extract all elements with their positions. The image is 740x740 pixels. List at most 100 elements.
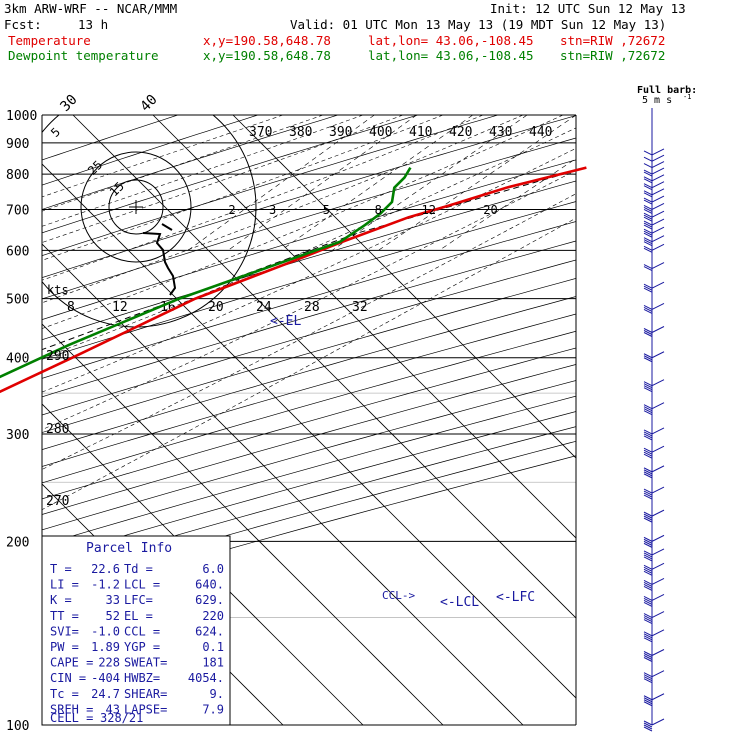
wind-barb-flag [643, 517, 653, 523]
temperature-latlon: lat,lon= 43.06,-108.45 [368, 33, 534, 48]
mixing-ratio-label: 8 [375, 203, 382, 217]
wind-barb-flag [643, 387, 653, 393]
wind-barb-staff [651, 534, 665, 542]
wind-barb [643, 210, 665, 222]
wind-barb-flag [643, 330, 653, 335]
wind-barb-flag [643, 570, 653, 576]
wind-barb-staff [651, 203, 665, 210]
parcel-info-key: CIN = [50, 671, 86, 685]
annotations: <-EL <-LCL <-LFC CCL-> [270, 314, 535, 610]
wind-barb-flag [643, 494, 653, 500]
wind-barb-flag [643, 600, 653, 605]
wind-barb [643, 577, 665, 591]
dry-adiabat [42, 330, 576, 484]
wind-barb-staff [651, 577, 665, 585]
wind-barb [643, 670, 665, 684]
wind-barb-staff [651, 718, 665, 726]
mixing-ratio-line [280, 115, 473, 251]
hodograph-ring-label: 25 [85, 158, 105, 178]
wind-barb-flag [643, 178, 653, 184]
mixing-ratio-line [227, 115, 417, 251]
mixing-ratio-label: 3 [269, 203, 276, 217]
speed-scale-label: 32 [352, 300, 368, 315]
wind-barb-staff [651, 509, 665, 517]
parcel-info-key: LFC= [124, 593, 153, 607]
parcel-info-key: K = [50, 593, 72, 607]
theta-side-label: 290 [46, 349, 69, 364]
wind-barb-flag [643, 566, 653, 572]
wind-barb [643, 649, 665, 662]
hodograph-trace [142, 223, 177, 296]
wind-barb-flag [643, 406, 653, 412]
pressure-label-200: 200 [6, 535, 29, 550]
wind-barb-flag [643, 185, 653, 191]
wind-barb-flag [643, 720, 653, 726]
wind-barb-staff [651, 218, 665, 226]
wind-barb-staff [651, 379, 665, 387]
hodograph-ring-label: 5 [48, 125, 63, 140]
dewpoint-xy: x,y=190.58,648.78 [203, 48, 331, 63]
isotherm-line [42, 323, 444, 725]
wind-barb-flag [643, 674, 653, 680]
wind-barb-flag [643, 678, 653, 684]
wind-barb-flag [643, 631, 653, 637]
wind-barb-flag [643, 212, 653, 218]
wind-barb-flag [643, 214, 653, 220]
mixing-ratio-line [378, 115, 576, 251]
dewpoint-latlon: lat,lon= 43.06,-108.45 [368, 48, 534, 63]
wind-barb-flag [643, 564, 653, 570]
parcel-info-key: SREH = [50, 702, 93, 716]
theta-label: 380 [289, 125, 312, 140]
wind-barb-staff [651, 210, 665, 218]
parcel-info-value: 181 [202, 656, 224, 670]
wind-barb-flag [643, 408, 653, 414]
wind-barb-flag [643, 552, 653, 558]
wind-barb-staff [651, 649, 665, 656]
parcel-path [42, 170, 576, 351]
parcel-info-key: SHEAR= [124, 687, 167, 701]
pressure-label-700: 700 [6, 203, 29, 218]
theta-label: 420 [449, 125, 472, 140]
theta-label: 430 [489, 125, 512, 140]
parcel-info-box: Parcel Info T = 22.6 Td = 6.0 LI = -1.2 LCL = 64… [41, 535, 231, 726]
wind-barb-flag [643, 515, 653, 521]
wind-barb-flag [643, 197, 653, 203]
wind-barb-flag [643, 451, 653, 457]
isotherm-line [42, 163, 576, 699]
parcel-info-value: 640. [195, 578, 224, 592]
parcel-info-key: CAPE = [50, 656, 93, 670]
parcel-info-key: SWEAT= [124, 656, 167, 670]
barb-panel: Full barb:5 m s -1 [637, 85, 697, 732]
wind-barb-staff [651, 302, 665, 310]
wind-barb-flag [643, 615, 653, 621]
pressure-label-500: 500 [6, 293, 29, 308]
wind-barb-flag [643, 199, 653, 205]
moist-adiabat [42, 115, 364, 227]
wind-barb-flag [643, 585, 653, 591]
wind-barb-staff [651, 188, 665, 196]
dry-adiabat [42, 201, 576, 360]
wind-barb-flag [643, 383, 653, 389]
wind-barb-staff [651, 226, 665, 234]
wind-barb-flag [643, 467, 653, 473]
dry-adiabat [42, 364, 576, 515]
wind-barb-flag [643, 619, 653, 625]
wind-barb-flag [643, 183, 653, 189]
wind-barb-staff [651, 326, 665, 333]
pressure-label-800: 800 [6, 168, 29, 183]
wind-barb [643, 402, 665, 416]
wind-barb-flag [643, 655, 653, 660]
wind-barb-flag [643, 722, 653, 728]
sounding-series [0, 166, 587, 394]
wind-barb-flag [643, 699, 653, 705]
mixing-ratio-label: 20 [483, 203, 497, 217]
wind-barb-flag [643, 697, 653, 703]
dry-adiabat [42, 115, 338, 210]
wind-barb-flag [643, 536, 653, 542]
isotherm-line [72, 115, 576, 619]
wind-barb-flag [643, 381, 653, 387]
wind-barb-flag [643, 429, 653, 435]
parcel-info-key: LCL = [124, 578, 160, 592]
wind-barb-staff [651, 154, 665, 162]
wind-barb [643, 243, 665, 253]
